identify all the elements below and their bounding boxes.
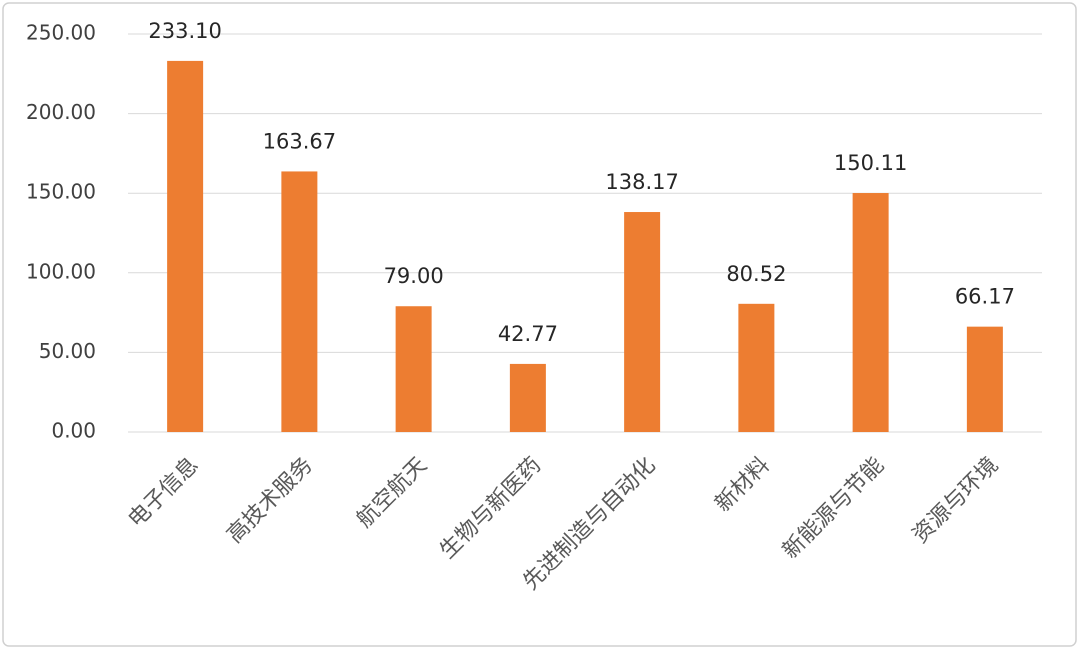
y-tick-label: 200.00 xyxy=(26,100,96,124)
y-tick-label: 50.00 xyxy=(39,339,96,363)
bar xyxy=(852,193,889,432)
bar xyxy=(281,171,318,432)
value-label: 66.17 xyxy=(955,285,1015,309)
value-label: 138.17 xyxy=(605,170,678,194)
y-tick-label: 0.00 xyxy=(51,419,96,443)
bar xyxy=(966,326,1003,432)
bar xyxy=(738,303,775,432)
value-label: 233.10 xyxy=(148,19,221,43)
value-label: 79.00 xyxy=(384,264,444,288)
y-tick-label: 250.00 xyxy=(26,21,96,45)
bar xyxy=(167,60,204,433)
y-tick-label: 150.00 xyxy=(26,180,96,204)
y-tick-label: 100.00 xyxy=(26,259,96,283)
bar xyxy=(624,212,661,432)
value-label: 42.77 xyxy=(498,322,558,346)
value-label: 150.11 xyxy=(834,151,907,175)
value-label: 80.52 xyxy=(726,262,786,286)
bar xyxy=(509,363,546,432)
value-label: 163.67 xyxy=(263,129,336,153)
bar xyxy=(395,306,432,432)
